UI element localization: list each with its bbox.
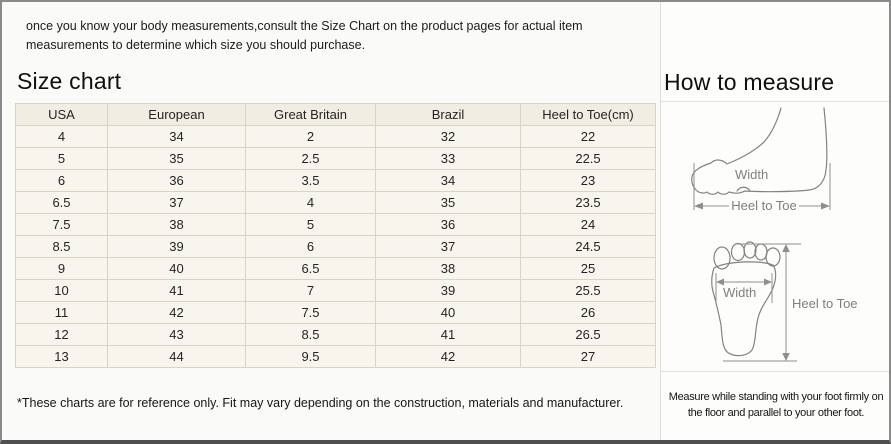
table-header-cell: Brazil (375, 102, 521, 126)
table-cell: 9 (15, 256, 108, 280)
table-cell: 3.5 (245, 168, 376, 192)
table-cell: 32 (375, 124, 521, 148)
table-cell: 13 (15, 344, 108, 368)
table-cell: 37 (107, 190, 246, 214)
table-cell: 26.5 (520, 322, 656, 346)
table-cell: 37 (375, 234, 521, 258)
table-cell: 9.5 (245, 344, 376, 368)
top-width-arrow: Width (715, 273, 773, 303)
table-row: 11 42 7.5 40 26 (15, 300, 656, 324)
top-heel-to-toe-arrow: Heel to Toe (723, 243, 858, 362)
table-cell: 7 (245, 278, 376, 302)
table-header-cell: Great Britain (245, 102, 376, 126)
table-cell: 6.5 (15, 190, 108, 214)
foot-side-view-illustration: Width Heel to Toe (691, 107, 831, 213)
table-cell: 44 (107, 344, 246, 368)
table-cell: 35 (107, 146, 246, 170)
table-cell: 34 (375, 168, 521, 192)
table-cell: 42 (107, 300, 246, 324)
table-cell: 2 (245, 124, 376, 148)
table-cell: 22 (520, 124, 656, 148)
table-cell: 4 (245, 190, 376, 214)
table-cell: 36 (107, 168, 246, 192)
table-row: 6.5 37 4 35 23.5 (15, 190, 656, 214)
table-cell: 23 (520, 168, 656, 192)
table-header-cell: European (107, 102, 246, 126)
table-cell: 35 (375, 190, 521, 214)
table-cell: 24 (520, 212, 656, 236)
table-cell: 26 (520, 300, 656, 324)
table-row: 6 36 3.5 34 23 (15, 168, 656, 192)
how-to-measure-header: How to measure (661, 2, 889, 102)
how-to-measure-title: How to measure (664, 69, 835, 95)
measure-note-text: Measure while standing with your foot fi… (668, 391, 884, 419)
table-cell: 42 (375, 344, 521, 368)
size-chart-title: Size chart (17, 67, 122, 94)
table-row: 10 41 7 39 25.5 (15, 278, 656, 302)
foot-top-view-illustration: Width Heel to Toe (711, 241, 858, 362)
table-cell: 7.5 (245, 300, 376, 324)
measurement-diagram: Width Heel to Toe (661, 102, 889, 372)
top-heel-to-toe-label: Heel to Toe (792, 296, 858, 311)
table-cell: 5 (245, 212, 376, 236)
table-header-row: USA European Great Britain Brazil Heel t… (15, 102, 656, 126)
how-to-measure-section: How to measure Width Heel to To (660, 2, 889, 440)
table-cell: 6.5 (245, 256, 376, 280)
footnote-text: *These charts are for reference only. Fi… (17, 395, 624, 410)
table-cell: 2.5 (245, 146, 376, 170)
table-header-cell: USA (15, 102, 108, 126)
side-heel-to-toe-arrow: Heel to Toe (693, 163, 831, 213)
table-cell: 41 (107, 278, 246, 302)
table-row: 9 40 6.5 38 25 (15, 256, 656, 280)
intro-text: once you know your body measurements,con… (26, 19, 583, 53)
table-cell: 38 (107, 212, 246, 236)
table-row: 5 35 2.5 33 22.5 (15, 146, 656, 170)
table-cell: 39 (375, 278, 521, 302)
table-row: 7.5 38 5 36 24 (15, 212, 656, 236)
table-cell: 40 (375, 300, 521, 324)
table-cell: 22.5 (520, 146, 656, 170)
table-cell: 23.5 (520, 190, 656, 214)
table-cell: 5 (15, 146, 108, 170)
table-row: 12 43 8.5 41 26.5 (15, 322, 656, 346)
side-heel-to-toe-label: Heel to Toe (731, 198, 797, 213)
table-cell: 34 (107, 124, 246, 148)
table-cell: 25.5 (520, 278, 656, 302)
table-cell: 10 (15, 278, 108, 302)
table-cell: 24.5 (520, 234, 656, 258)
table-cell: 6 (15, 168, 108, 192)
table-cell: 6 (245, 234, 376, 258)
table-cell: 41 (375, 322, 521, 346)
table-cell: 43 (107, 322, 246, 346)
table-cell: 11 (15, 300, 108, 324)
table-cell: 12 (15, 322, 108, 346)
table-cell: 36 (375, 212, 521, 236)
foot-measurement-illustration: Width Heel to Toe (691, 107, 858, 362)
table-row: 4 34 2 32 22 (15, 124, 656, 148)
table-cell: 4 (15, 124, 108, 148)
table-cell: 33 (375, 146, 521, 170)
side-width-label: Width (735, 167, 768, 182)
size-chart-table: USA European Great Britain Brazil Heel t… (15, 102, 656, 368)
table-row: 13 44 9.5 42 27 (15, 344, 656, 368)
table-cell: 25 (520, 256, 656, 280)
table-cell: 8.5 (245, 322, 376, 346)
table-header-cell: Heel to Toe(cm) (520, 102, 656, 126)
measure-note-block: Measure while standing with your foot fi… (661, 372, 889, 440)
table-row: 8.5 39 6 37 24.5 (15, 234, 656, 258)
size-chart-section: once you know your body measurements,con… (2, 2, 660, 440)
table-cell: 38 (375, 256, 521, 280)
top-width-label: Width (723, 285, 756, 300)
table-cell: 39 (107, 234, 246, 258)
table-cell: 7.5 (15, 212, 108, 236)
table-cell: 27 (520, 344, 656, 368)
table-cell: 8.5 (15, 234, 108, 258)
table-cell: 40 (107, 256, 246, 280)
